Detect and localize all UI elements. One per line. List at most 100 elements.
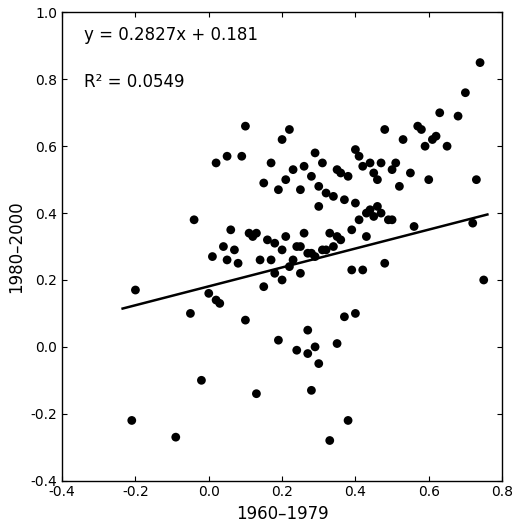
Point — [241, 122, 250, 130]
Point — [344, 172, 352, 181]
Point — [209, 252, 217, 261]
Point — [278, 135, 286, 144]
Point — [315, 202, 323, 210]
Point — [307, 386, 316, 394]
Point — [469, 219, 477, 227]
Point — [186, 309, 194, 317]
Point — [395, 182, 404, 191]
Point — [300, 229, 308, 237]
Point — [296, 242, 305, 251]
Point — [293, 346, 301, 355]
Point — [461, 89, 470, 97]
Point — [127, 416, 136, 425]
Point — [289, 255, 297, 264]
Point — [259, 179, 268, 187]
Point — [336, 169, 345, 177]
Point — [366, 206, 374, 214]
Point — [212, 158, 220, 167]
Point — [315, 182, 323, 191]
Point — [333, 339, 341, 348]
Point — [227, 226, 235, 234]
Point — [329, 192, 337, 201]
Point — [212, 296, 220, 304]
Point — [216, 299, 224, 307]
Point — [238, 152, 246, 161]
Point — [223, 152, 231, 161]
Point — [443, 142, 451, 151]
Point — [304, 249, 312, 258]
Point — [336, 236, 345, 244]
Point — [388, 165, 396, 174]
Point — [322, 245, 330, 254]
Point — [172, 433, 180, 441]
Point — [234, 259, 242, 268]
Point — [263, 236, 271, 244]
Point — [377, 158, 385, 167]
Point — [347, 226, 356, 234]
Point — [296, 186, 305, 194]
Point — [219, 242, 228, 251]
Point — [197, 376, 205, 385]
Point — [230, 245, 239, 254]
Point — [413, 122, 422, 130]
Point — [340, 196, 348, 204]
Point — [333, 232, 341, 241]
Point — [241, 316, 250, 324]
Point — [311, 148, 319, 157]
Point — [282, 175, 290, 184]
Point — [428, 135, 437, 144]
Point — [274, 336, 282, 344]
Point — [252, 229, 261, 237]
Point — [256, 255, 264, 264]
Y-axis label: 1980–2000: 1980–2000 — [7, 200, 25, 293]
Point — [351, 309, 359, 317]
Point — [252, 390, 261, 398]
Point — [326, 436, 334, 445]
Point — [355, 152, 363, 161]
Point — [318, 245, 327, 254]
Point — [249, 232, 257, 241]
Point — [223, 255, 231, 264]
Point — [421, 142, 429, 151]
Point — [362, 209, 371, 217]
Point — [392, 158, 400, 167]
Point — [417, 125, 425, 134]
Point — [259, 282, 268, 291]
Point — [377, 209, 385, 217]
Point — [289, 165, 297, 174]
Point — [381, 259, 389, 268]
Point — [479, 276, 488, 284]
Point — [333, 165, 341, 174]
Point — [311, 342, 319, 351]
Point — [454, 112, 462, 120]
Point — [293, 242, 301, 251]
Point — [366, 158, 374, 167]
Point — [315, 359, 323, 368]
Point — [326, 229, 334, 237]
Point — [311, 252, 319, 261]
Point — [347, 266, 356, 274]
Point — [318, 158, 327, 167]
Point — [370, 169, 378, 177]
Point — [204, 289, 213, 298]
Point — [190, 216, 198, 224]
Point — [282, 232, 290, 241]
Point — [278, 245, 286, 254]
Point — [362, 232, 371, 241]
Point — [406, 169, 414, 177]
Point — [307, 249, 316, 258]
Point — [399, 135, 407, 144]
Point — [340, 313, 348, 321]
Point — [267, 158, 275, 167]
Point — [373, 175, 382, 184]
Point — [476, 58, 484, 67]
Point — [322, 189, 330, 197]
Point — [384, 216, 393, 224]
Point — [424, 175, 433, 184]
Point — [304, 349, 312, 358]
Point — [304, 326, 312, 334]
Point — [388, 216, 396, 224]
Point — [344, 416, 352, 425]
Point — [410, 222, 418, 231]
Point — [373, 202, 382, 210]
